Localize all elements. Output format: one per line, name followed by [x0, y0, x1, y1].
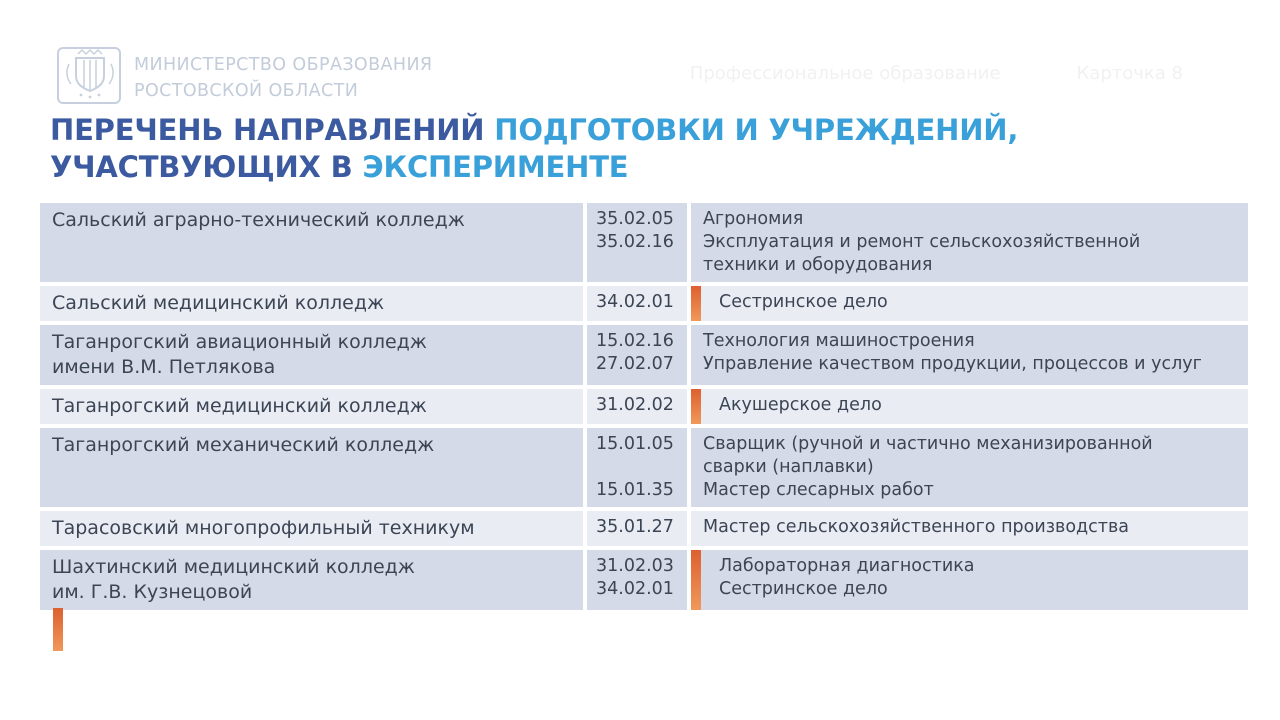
- programs-cell-line: Лабораторная диагностика: [719, 556, 975, 576]
- codes-cell-line: 35.02.16: [596, 232, 674, 252]
- table-row: Таганрогский авиационный колледж имени В.…: [40, 325, 1248, 385]
- college-cell-line: Сальский медицинский колледж: [52, 292, 385, 314]
- page-title: ПЕРЕЧЕНЬ НАПРАВЛЕНИЙ ПОДГОТОВКИ И УЧРЕЖД…: [50, 112, 1018, 186]
- programs-cell-line: Сварщик (ручной и частично механизирован…: [703, 434, 1153, 454]
- programs-cell: Акушерское дело: [691, 389, 1248, 424]
- codes-cell-line: 35.02.05: [596, 209, 674, 229]
- college-cell-line: им. Г.В. Кузнецовой: [52, 581, 253, 603]
- table-row: Таганрогский механический колледж 15.01.0…: [40, 428, 1248, 507]
- programs-cell: Сестринское дело: [691, 286, 1248, 321]
- table-row: Таганрогский медицинский колледж 31.02.02…: [40, 389, 1248, 424]
- codes-cell: 34.02.01: [587, 286, 691, 321]
- codes-cell: 15.02.16 27.02.07: [587, 325, 691, 385]
- codes-cell-line: [596, 456, 685, 479]
- college-cell-line: Сальский аграрно-технический колледж: [52, 209, 465, 231]
- programs-cell-line: сварки (наплавки): [703, 457, 874, 477]
- programs-cell-line: Мастер сельскохозяйственного производств…: [703, 517, 1129, 537]
- programs-cell: Технология машиностроения Управление каче…: [691, 325, 1248, 385]
- programs-cell-line: Сестринское дело: [719, 579, 888, 599]
- page-title-line1: ПЕРЕЧЕНЬ НАПРАВЛЕНИЙ ПОДГОТОВКИ И УЧРЕЖД…: [50, 113, 1019, 147]
- row-accent-bar: [691, 389, 701, 424]
- college-cell-line: Таганрогский авиационный колледж: [52, 331, 427, 353]
- codes-cell-line: 15.01.05: [596, 434, 674, 454]
- programs-cell-line: Агрономия: [703, 209, 804, 229]
- college-cell: Таганрогский механический колледж: [40, 428, 587, 507]
- table-row: Шахтинский медицинский колледж им. Г.В. К…: [40, 550, 1248, 610]
- table-row: Сальский медицинский колледж 34.02.01 Сест…: [40, 286, 1248, 321]
- programs-cell-line: Технология машиностроения: [703, 331, 975, 351]
- codes-cell: 31.02.02: [587, 389, 691, 424]
- row-accent-bar: [691, 286, 701, 321]
- programs-cell-line: Управление качеством продукции, процессо…: [703, 354, 1202, 374]
- college-cell-line: Таганрогский механический колледж: [52, 434, 435, 456]
- page-title-line2: УЧАСТВУЮЩИХ В ЭКСПЕРИМЕНТЕ: [50, 150, 629, 184]
- ministry-name: МИНИСТЕРСТВО ОБРАЗОВАНИЯ РОСТОВСКОЙ ОБЛА…: [134, 52, 433, 104]
- college-cell-line: Шахтинский медицинский колледж: [52, 556, 415, 578]
- programs-cell-line: Эксплуатация и ремонт сельскохозяйственн…: [703, 232, 1141, 252]
- card-number-label: Карточка 8: [1076, 63, 1183, 84]
- header-labels: Профессиональное образование Карточка 8: [690, 63, 1183, 84]
- codes-cell-line: 31.02.03: [596, 556, 674, 576]
- row-accent-bar: [691, 550, 701, 610]
- college-cell-line: Тарасовский многопрофильный техникум: [52, 517, 475, 539]
- college-cell: Сальский медицинский колледж: [40, 286, 587, 321]
- programs-cell: Агрономия Эксплуатация и ремонт сельскохо…: [691, 203, 1248, 282]
- programs-cell-line: техники и оборудования: [703, 255, 933, 275]
- table-row: Сальский аграрно-технический колледж 35.0…: [40, 203, 1248, 282]
- college-cell-line: имени В.М. Петлякова: [52, 356, 276, 378]
- codes-cell: 35.01.27: [587, 511, 691, 546]
- college-cell: Тарасовский многопрофильный техникум: [40, 511, 587, 546]
- codes-cell-line: 15.02.16: [596, 331, 674, 351]
- programs-cell-line: Мастер слесарных работ: [703, 480, 934, 500]
- ministry-name-line1: МИНИСТЕРСТВО ОБРАЗОВАНИЯ: [134, 55, 433, 75]
- college-cell: Сальский аграрно-технический колледж: [40, 203, 587, 282]
- college-cell: Таганрогский медицинский колледж: [40, 389, 587, 424]
- codes-cell-line: 31.02.02: [596, 395, 674, 415]
- programs-cell: Сварщик (ручной и частично механизирован…: [691, 428, 1248, 507]
- table-row: Тарасовский многопрофильный техникум 35.0…: [40, 511, 1248, 546]
- codes-cell-line: 27.02.07: [596, 354, 674, 374]
- college-cell: Таганрогский авиационный колледж имени В.…: [40, 325, 587, 385]
- section-label: Профессиональное образование: [689, 63, 1001, 84]
- codes-cell-line: 34.02.01: [596, 579, 674, 599]
- ministry-logo-icon: [55, 40, 127, 106]
- college-cell-line: Таганрогский медицинский колледж: [52, 395, 427, 417]
- codes-cell: 15.01.05 15.01.35: [587, 428, 691, 507]
- slide-header: МИНИСТЕРСТВО ОБРАЗОВАНИЯ РОСТОВСКОЙ ОБЛА…: [0, 0, 1280, 110]
- programs-cell: Мастер сельскохозяйственного производств…: [691, 511, 1248, 546]
- codes-cell: 35.02.05 35.02.16: [587, 203, 691, 282]
- ministry-name-line2: РОСТОВСКОЙ ОБЛАСТИ: [134, 81, 359, 101]
- programs-cell: Лабораторная диагностика Сестринское дело: [691, 550, 1248, 610]
- codes-cell: 31.02.03 34.02.01: [587, 550, 691, 610]
- codes-cell-line: 34.02.01: [596, 292, 674, 312]
- codes-cell-line: 35.01.27: [596, 517, 674, 537]
- colleges-table: Сальский аграрно-технический колледж 35.0…: [40, 203, 1248, 614]
- bottom-accent-bar: [53, 608, 63, 651]
- codes-cell-line: 15.01.35: [596, 480, 674, 500]
- college-cell: Шахтинский медицинский колледж им. Г.В. К…: [40, 550, 587, 610]
- programs-cell-line: Акушерское дело: [719, 395, 882, 415]
- programs-cell-line: Сестринское дело: [719, 292, 888, 312]
